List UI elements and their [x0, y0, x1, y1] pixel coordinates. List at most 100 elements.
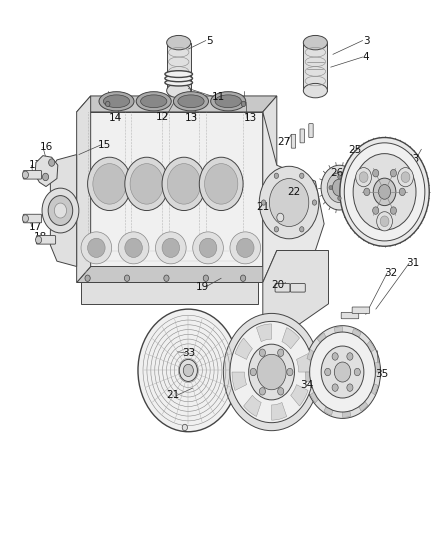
Circle shape — [327, 173, 352, 203]
Circle shape — [353, 154, 416, 230]
Ellipse shape — [125, 238, 142, 257]
Circle shape — [398, 167, 413, 187]
FancyBboxPatch shape — [290, 284, 305, 292]
Text: 20: 20 — [272, 280, 285, 290]
Circle shape — [22, 171, 28, 179]
Polygon shape — [77, 96, 277, 112]
Text: 21: 21 — [256, 202, 269, 212]
Circle shape — [259, 166, 319, 239]
Circle shape — [332, 384, 338, 391]
Ellipse shape — [162, 238, 180, 257]
Polygon shape — [263, 112, 324, 282]
Ellipse shape — [166, 35, 191, 50]
Ellipse shape — [136, 92, 171, 111]
Circle shape — [300, 227, 304, 232]
Wedge shape — [310, 390, 321, 403]
Wedge shape — [317, 333, 328, 346]
Text: 13: 13 — [244, 114, 257, 123]
Text: 33: 33 — [183, 348, 196, 358]
FancyBboxPatch shape — [309, 124, 313, 138]
FancyBboxPatch shape — [36, 236, 56, 244]
Circle shape — [359, 172, 368, 182]
Text: 18: 18 — [34, 232, 47, 242]
Circle shape — [401, 172, 410, 182]
Text: 27: 27 — [277, 137, 290, 147]
Ellipse shape — [178, 95, 204, 108]
Ellipse shape — [141, 95, 167, 108]
Circle shape — [124, 275, 130, 281]
Text: 15: 15 — [98, 140, 111, 150]
Text: 23: 23 — [406, 154, 419, 164]
Wedge shape — [371, 362, 380, 372]
Circle shape — [310, 332, 375, 412]
Wedge shape — [256, 324, 272, 342]
Circle shape — [203, 275, 208, 281]
Text: 12: 12 — [155, 112, 169, 122]
Ellipse shape — [165, 75, 192, 82]
FancyBboxPatch shape — [291, 134, 296, 148]
Wedge shape — [364, 341, 375, 354]
Text: 24: 24 — [382, 152, 396, 161]
Circle shape — [390, 169, 396, 177]
Circle shape — [378, 184, 391, 199]
FancyBboxPatch shape — [23, 214, 42, 223]
Polygon shape — [263, 96, 277, 282]
Wedge shape — [343, 407, 351, 417]
Circle shape — [199, 157, 243, 211]
Wedge shape — [272, 402, 287, 420]
Wedge shape — [324, 403, 334, 415]
Polygon shape — [263, 251, 328, 325]
Text: 16: 16 — [40, 142, 53, 152]
Circle shape — [259, 387, 265, 395]
Polygon shape — [81, 282, 258, 304]
Text: 17: 17 — [28, 160, 42, 170]
Circle shape — [329, 185, 332, 190]
Text: 32: 32 — [384, 268, 397, 278]
Circle shape — [390, 207, 396, 214]
Ellipse shape — [81, 232, 112, 264]
Polygon shape — [303, 43, 327, 91]
Circle shape — [48, 196, 73, 225]
Circle shape — [347, 384, 353, 391]
FancyBboxPatch shape — [275, 284, 290, 292]
Circle shape — [261, 200, 266, 205]
Circle shape — [277, 213, 284, 222]
Text: 3: 3 — [363, 36, 370, 45]
Text: 35: 35 — [375, 369, 389, 379]
Wedge shape — [282, 328, 300, 349]
Circle shape — [332, 353, 338, 360]
Circle shape — [274, 227, 279, 232]
Circle shape — [338, 175, 341, 179]
Circle shape — [257, 354, 286, 390]
Circle shape — [49, 159, 55, 166]
Polygon shape — [77, 112, 263, 282]
Circle shape — [287, 368, 293, 376]
Polygon shape — [50, 155, 77, 266]
Polygon shape — [35, 156, 58, 187]
Circle shape — [167, 164, 201, 204]
Ellipse shape — [173, 92, 208, 111]
Wedge shape — [357, 398, 368, 411]
Circle shape — [22, 215, 28, 222]
Wedge shape — [235, 338, 252, 359]
Text: 25: 25 — [348, 146, 361, 155]
Circle shape — [373, 207, 379, 214]
Circle shape — [278, 349, 284, 357]
Circle shape — [130, 164, 163, 204]
Ellipse shape — [155, 232, 186, 264]
Circle shape — [300, 173, 304, 179]
FancyBboxPatch shape — [23, 171, 42, 179]
Circle shape — [85, 275, 90, 281]
Circle shape — [125, 157, 169, 211]
Ellipse shape — [237, 238, 254, 257]
Circle shape — [54, 203, 67, 218]
Circle shape — [354, 368, 360, 376]
Circle shape — [269, 179, 309, 227]
FancyBboxPatch shape — [341, 312, 359, 319]
Circle shape — [380, 216, 389, 227]
Wedge shape — [334, 327, 343, 337]
FancyBboxPatch shape — [300, 129, 304, 143]
Circle shape — [259, 349, 265, 357]
Text: 13: 13 — [185, 114, 198, 123]
Circle shape — [205, 164, 238, 204]
